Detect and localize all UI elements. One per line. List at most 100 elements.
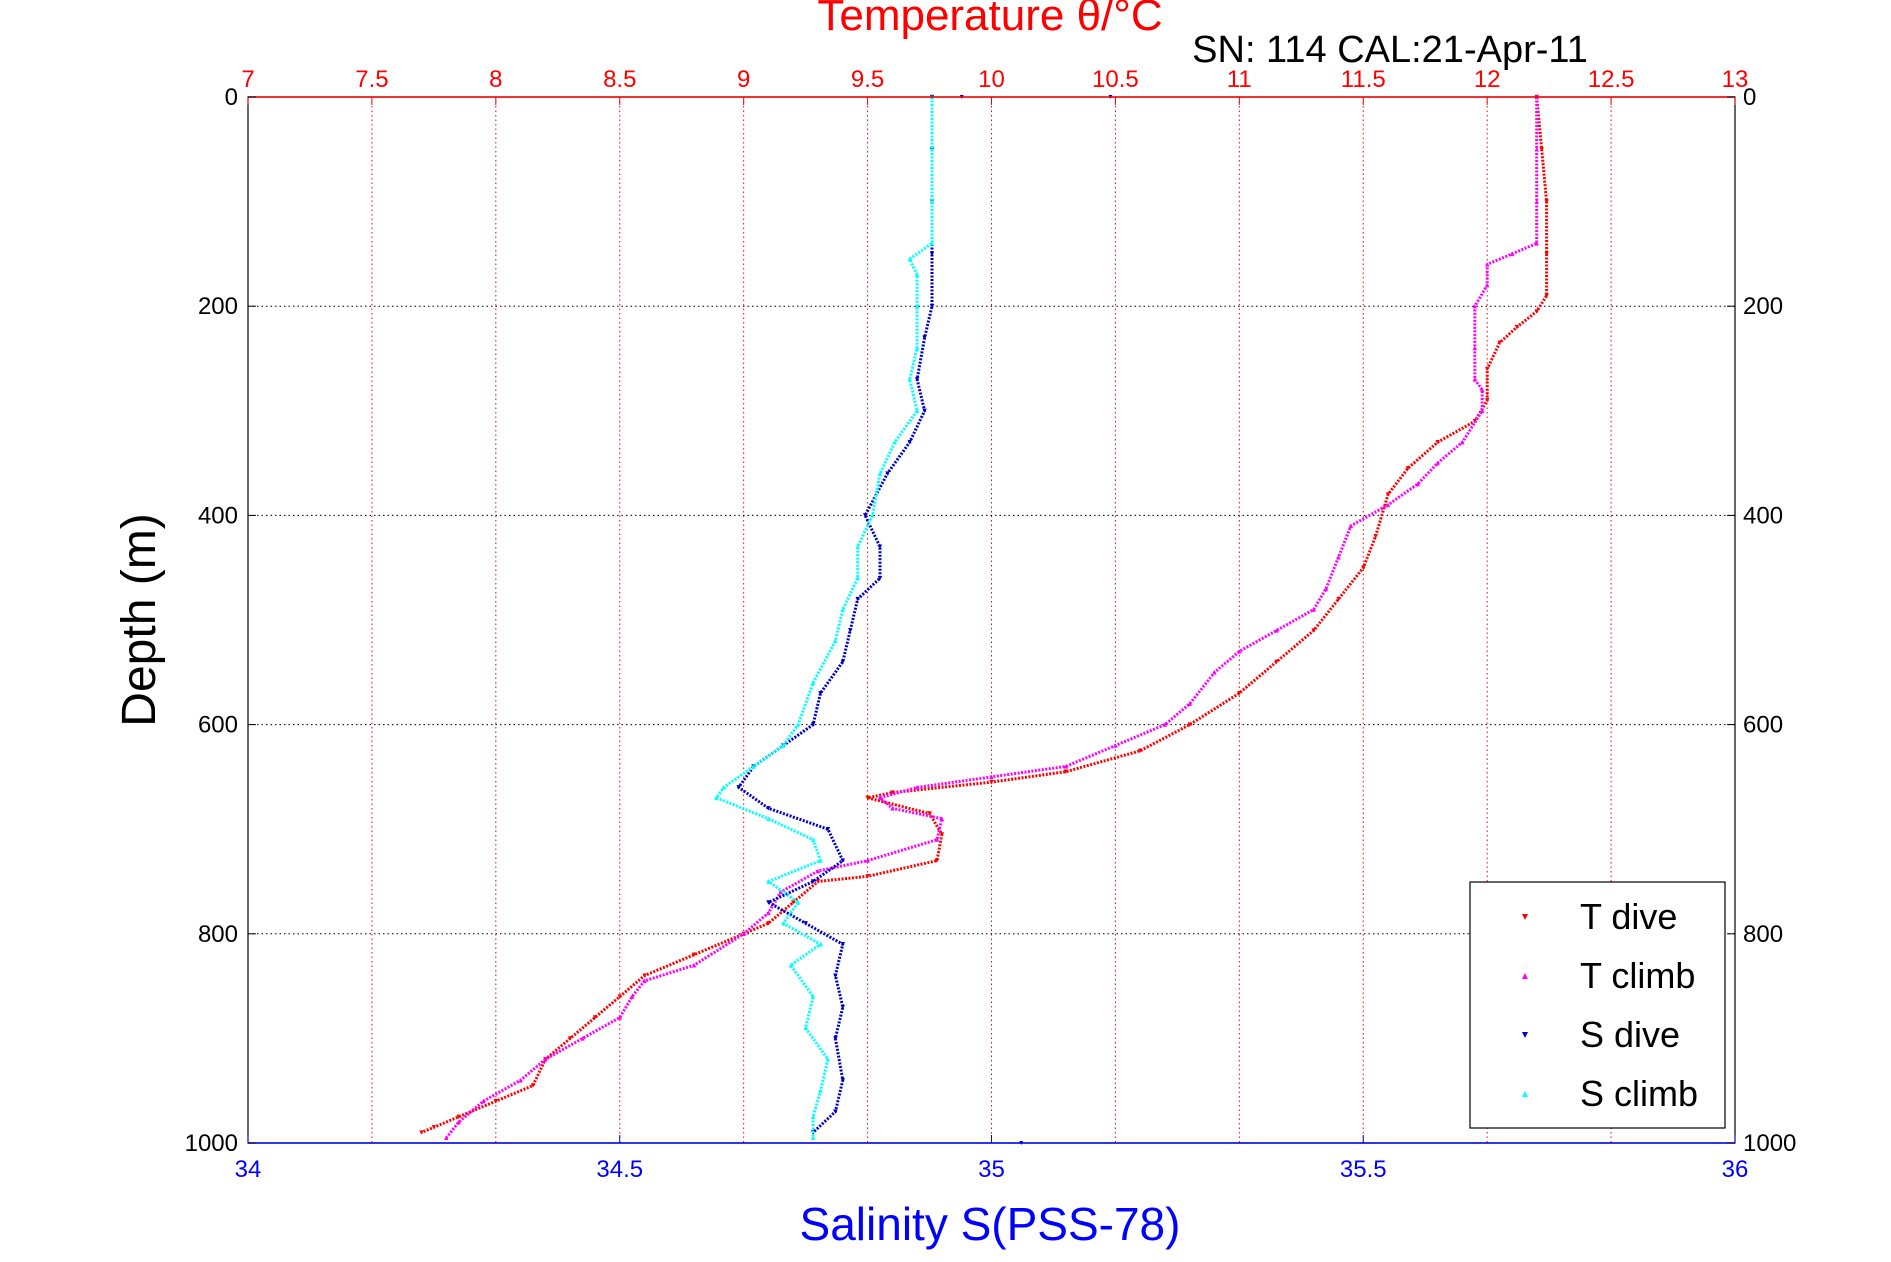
data-point-t-climb [1348,523,1354,529]
tick-label-sal: 36 [1722,1156,1749,1183]
data-point-t-dive [1237,691,1242,696]
data-point-t-climb [1480,408,1485,413]
data-point-s-dive [840,942,845,947]
data-point-s-climb [914,408,920,413]
data-point-s-dive [907,439,912,445]
chart-title-temperature: Temperature θ/°C [817,0,1162,40]
data-point-s-climb [907,377,912,382]
data-point-s-dive [833,1109,838,1114]
series-layer [419,94,1549,1145]
data-point-s-dive [885,471,890,476]
data-point-t-climb [741,931,746,936]
data-point-s-climb [907,256,912,262]
series-t-dive [419,94,1549,1135]
data-point-s-climb [870,513,875,518]
data-point-s-climb [810,680,816,685]
data-point-s-climb [766,816,771,821]
data-point-t-dive [815,879,821,884]
data-point-t-climb [1336,555,1341,560]
data-point-t-climb [766,910,771,916]
data-point-s-climb [810,994,816,999]
tick-label-temp: 11 [1227,66,1252,93]
data-point-s-climb [833,638,838,644]
data-point-s-dive [833,1036,838,1041]
data-point-t-climb [914,785,920,790]
data-point-t-dive [1539,147,1544,152]
data-point-s-dive [929,251,935,257]
data-point-s-dive [803,921,808,926]
data-point-t-dive [1138,748,1143,753]
data-point-t-dive [419,1130,424,1135]
data-point-s-dive [848,628,853,633]
data-point-t-climb [629,994,635,999]
data-point-t-climb [1484,283,1490,288]
data-point-s-climb [721,785,727,790]
data-point-t-dive [1311,628,1316,633]
data-point-s-climb [810,1114,816,1120]
data-point-t-climb [1435,460,1440,466]
tick-label-depth-right: 1000 [1743,1130,1796,1157]
data-point-s-dive [929,304,935,309]
data-point-t-dive [530,1083,536,1088]
data-point-t-climb [1472,304,1477,309]
data-point-t-dive [642,973,647,978]
tick-label-temp: 8 [489,66,502,93]
legend-box [1469,881,1726,1129]
data-point-t-climb [642,978,647,984]
legend-label: S climb [1580,1073,1698,1114]
tick-label-depth-left: 800 [198,921,238,948]
data-point-t-climb [1187,701,1192,706]
legend-marker [1522,914,1528,920]
tick-label-depth-left: 1000 [185,1130,238,1157]
data-point-s-dive [833,973,838,978]
data-point-s-dive [810,879,816,884]
data-point-t-climb [934,837,940,842]
data-point-s-climb [818,942,823,947]
data-point-t-dive [1514,324,1520,330]
data-point-t-climb [691,962,697,968]
tick-label-depth-left: 0 [225,84,238,111]
tick-label-depth-left: 600 [198,712,238,739]
data-point-s-climb [929,199,935,204]
data-point-s-climb [788,962,793,968]
data-point-s-climb [751,764,756,769]
legend-label: T climb [1580,955,1695,996]
data-point-t-dive [567,1036,573,1041]
tick-label-temp: 7 [241,66,254,93]
data-point-t-dive [1274,659,1279,665]
data-point-t-climb [1480,387,1485,393]
legend-items: T dive T climb S dive S climb [1522,896,1698,1114]
data-point-t-dive [1361,565,1366,570]
data-point-t-climb [1472,377,1477,382]
data-point-s-dive [766,900,771,905]
data-point-s-climb [781,743,786,748]
data-point-s-dive [766,806,771,811]
tick-label-temp: 12.5 [1588,66,1635,93]
tick-label-temp: 7.5 [355,66,388,93]
tick-label-depth-right: 200 [1743,293,1783,320]
data-point-t-dive [766,921,771,926]
tick-label-depth-right: 0 [1743,84,1756,111]
y-axis-label: Depth (m) [113,513,166,726]
data-point-s-dive [922,408,927,413]
series-trace-s-dive [737,97,934,1134]
data-point-t-climb [1063,764,1069,769]
data-point-s-climb [877,471,883,476]
data-point-t-dive [617,994,622,999]
data-point-t-dive [1385,492,1391,497]
data-point-s-climb [803,1025,808,1031]
data-point-t-climb [939,816,945,821]
data-point-t-climb [1534,241,1539,246]
data-point-s-dive [862,513,868,518]
data-point-s-climb [929,147,935,152]
tick-label-temp: 8.5 [603,66,636,93]
data-point-t-dive [1187,722,1192,727]
tick-label-depth-left: 400 [198,502,238,529]
data-point-t-climb [865,858,870,863]
data-point-s-dive [840,858,845,863]
data-point-t-dive [1484,398,1490,403]
tick-label-depth-right: 600 [1743,712,1783,739]
data-point-s-climb [714,795,719,801]
data-point-t-dive [1544,293,1549,298]
legend-marker [1522,973,1528,979]
